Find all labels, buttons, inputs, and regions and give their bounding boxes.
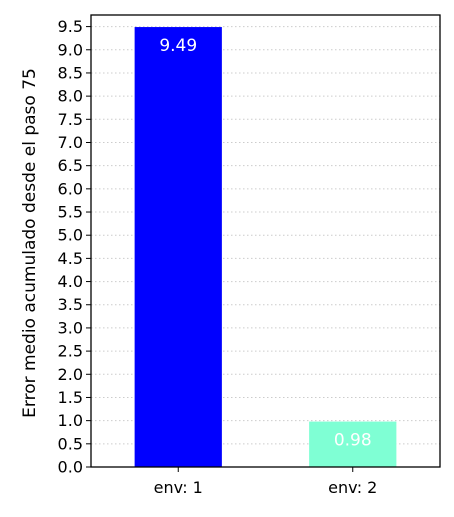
y-tick-label: 8.0 (58, 87, 83, 106)
x-tick-label: env: 2 (328, 478, 377, 497)
y-tick-label: 1.5 (58, 388, 83, 407)
y-tick-label: 0.0 (58, 458, 83, 477)
y-tick-label: 6.0 (58, 179, 83, 198)
y-tick-label: 7.0 (58, 133, 83, 152)
y-tick-label: 5.5 (58, 203, 83, 222)
bar-value-labels: 9.49 0.98 (159, 36, 371, 451)
plot-frame (90, 14, 441, 468)
y-tick-label: 2.0 (58, 365, 83, 384)
y-tick-label: 8.5 (58, 63, 83, 82)
bars (134, 27, 397, 467)
y-tick-label: 3.5 (58, 295, 83, 314)
y-tick-label: 7.5 (58, 110, 83, 129)
y-tick-label: 9.0 (58, 40, 83, 59)
x-tick-label: env: 1 (154, 478, 203, 497)
bar-value-label: 9.49 (159, 36, 197, 56)
y-tick-label: 3.0 (58, 318, 83, 337)
y-tick-label: 0.5 (58, 434, 83, 453)
y-tick-label: 1.0 (58, 411, 83, 430)
y-tick-label: 4.0 (58, 272, 83, 291)
y-axis-ticks: 0.0 0.5 1.0 1.5 2.0 2.5 3.0 3.5 4.0 4.5 5.0 5.5 6.0 6… (58, 17, 91, 477)
y-tick-label: 9.5 (58, 17, 83, 36)
bar (134, 27, 222, 467)
y-tick-label: 5.0 (58, 226, 83, 245)
y-tick-label: 6.5 (58, 156, 83, 175)
y-tick-label: 4.5 (58, 249, 83, 268)
y-axis-title: Error medio acumulado desde el paso 75 (20, 68, 40, 418)
bar-value-label: 0.98 (334, 431, 372, 451)
bar (309, 421, 397, 467)
y-tick-label: 2.5 (58, 342, 83, 361)
x-axis-ticks: env: 1 env: 2 (154, 467, 377, 497)
